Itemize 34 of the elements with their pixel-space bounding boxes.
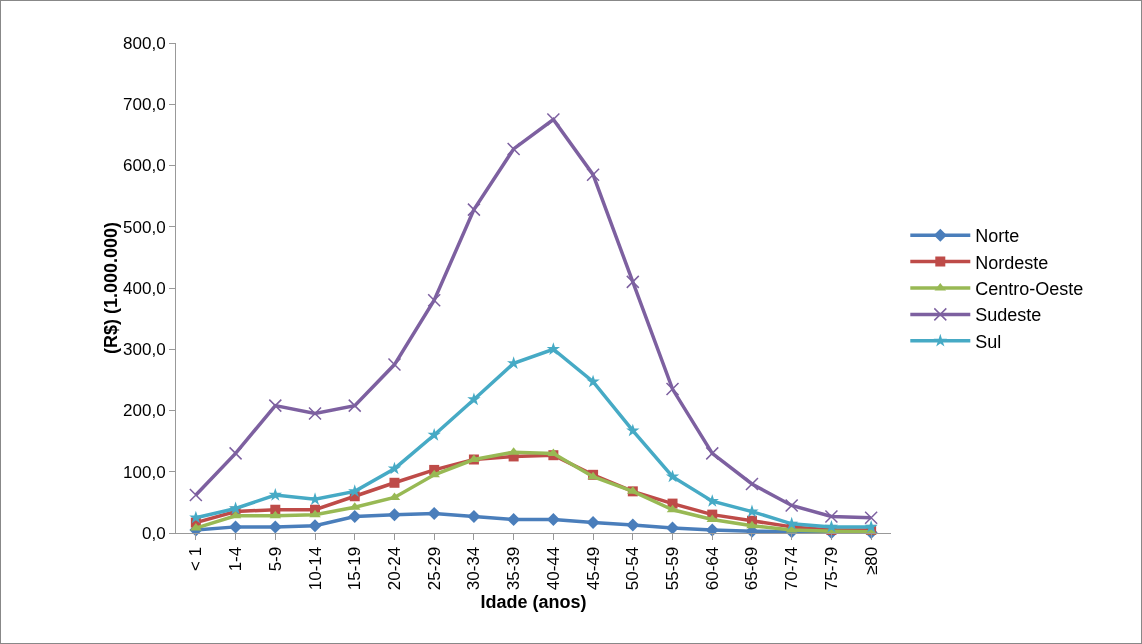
y-tick-label: 100,0 (123, 462, 166, 482)
x-tick-label: 15-19 (345, 546, 365, 591)
legend-label: Norte (975, 226, 1020, 247)
x-tick-label: ≥80 (861, 546, 881, 576)
y-tick-label: 400,0 (123, 278, 166, 298)
y-tick-label: 500,0 (123, 217, 166, 237)
legend-label: Sudeste (975, 305, 1042, 326)
x-tick-label: 60-64 (702, 546, 722, 591)
x-tick-label: 50-54 (623, 546, 643, 591)
legend-label: Nordeste (975, 252, 1049, 273)
legend-label: Sul (975, 331, 1002, 352)
x-tick-label: 70-74 (782, 546, 802, 591)
x-axis-title: Idade (anos) (480, 592, 587, 613)
y-tick-label: 200,0 (123, 401, 166, 421)
y-tick-label: 800,0 (123, 33, 166, 53)
y-tick-label: 300,0 (123, 340, 166, 360)
x-tick-label: 40-44 (543, 546, 563, 591)
y-tick-label: 700,0 (123, 95, 166, 115)
x-tick-label: 1-4 (226, 546, 246, 572)
y-tick-label: 600,0 (123, 156, 166, 176)
x-tick-label: 20-24 (384, 546, 404, 591)
x-tick-label: 25-29 (424, 546, 444, 591)
legend-label: Centro-Oeste (975, 279, 1084, 300)
x-tick-label: 45-49 (583, 546, 603, 591)
x-tick-label: 65-69 (742, 546, 762, 591)
y-axis-title: (R$) (1.000.000) (101, 221, 122, 355)
x-tick-label: 35-39 (504, 546, 524, 591)
x-tick-label: 30-34 (464, 546, 484, 591)
x-tick-label: 55-59 (663, 546, 683, 591)
y-tick-label: 0,0 (141, 523, 166, 543)
x-tick-label: < 1 (186, 546, 206, 571)
x-tick-label: 5-9 (265, 546, 285, 572)
x-tick-label: 10-14 (305, 546, 325, 591)
x-tick-label: 75-79 (821, 546, 841, 591)
